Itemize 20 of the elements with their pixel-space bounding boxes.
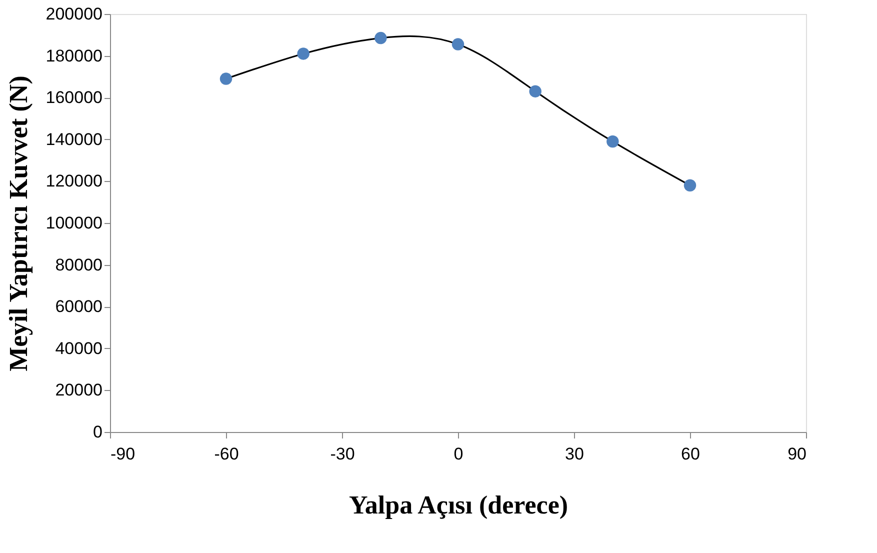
y-tick-label: 200000 bbox=[46, 4, 102, 24]
y-tick-label: 180000 bbox=[46, 46, 102, 66]
y-tick-label: 20000 bbox=[55, 380, 102, 400]
y-tick-label: 80000 bbox=[55, 255, 102, 274]
x-tick-label: 30 bbox=[565, 444, 584, 464]
y-tick-label: 120000 bbox=[46, 172, 102, 191]
x-axis-title: Yalpa Açısı (derece) bbox=[348, 490, 568, 520]
y-tick-label: 0 bbox=[93, 422, 102, 442]
x-tick-label: 90 bbox=[788, 444, 806, 464]
x-tick-label: -90 bbox=[110, 444, 136, 464]
y-tick-label: 160000 bbox=[46, 88, 102, 108]
x-tick-label: 0 bbox=[454, 444, 464, 464]
x-tick-label: 60 bbox=[681, 444, 700, 464]
y-axis-title: Meyil Yaptırıcı Kuvvet (N) bbox=[4, 76, 33, 372]
y-tick-label: 100000 bbox=[46, 214, 102, 232]
x-tick-label: -60 bbox=[214, 444, 239, 464]
y-tick-label: 60000 bbox=[55, 297, 102, 316]
y-tick-label: 140000 bbox=[46, 130, 102, 149]
y-tick-label: 40000 bbox=[55, 338, 102, 358]
x-tick-label: -30 bbox=[330, 444, 355, 464]
